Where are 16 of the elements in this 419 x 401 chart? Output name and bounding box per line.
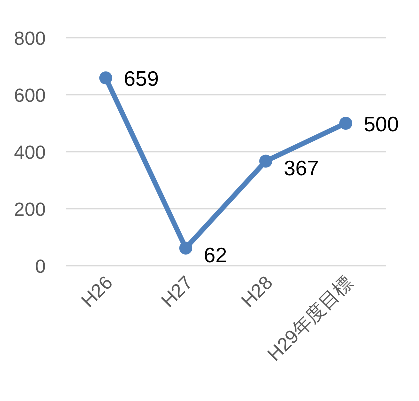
point <box>340 117 352 130</box>
point <box>180 242 192 255</box>
data-label: 367 <box>284 157 320 180</box>
x-tick-label: H27 <box>158 272 198 312</box>
data-label: 659 <box>124 68 160 92</box>
y-tick-label: 800 <box>14 29 46 50</box>
point <box>260 154 272 168</box>
point <box>100 72 112 85</box>
x-tick-label: H28 <box>238 272 278 312</box>
y-tick-label: 0 <box>35 257 46 278</box>
y-tick-label: 600 <box>14 86 46 107</box>
y-tick-label: 400 <box>14 143 46 164</box>
data-label: 500 <box>364 114 400 136</box>
y-tick-label: 200 <box>14 200 46 221</box>
data-label: 62 <box>204 244 228 268</box>
x-tick-label: H26 <box>78 272 118 312</box>
